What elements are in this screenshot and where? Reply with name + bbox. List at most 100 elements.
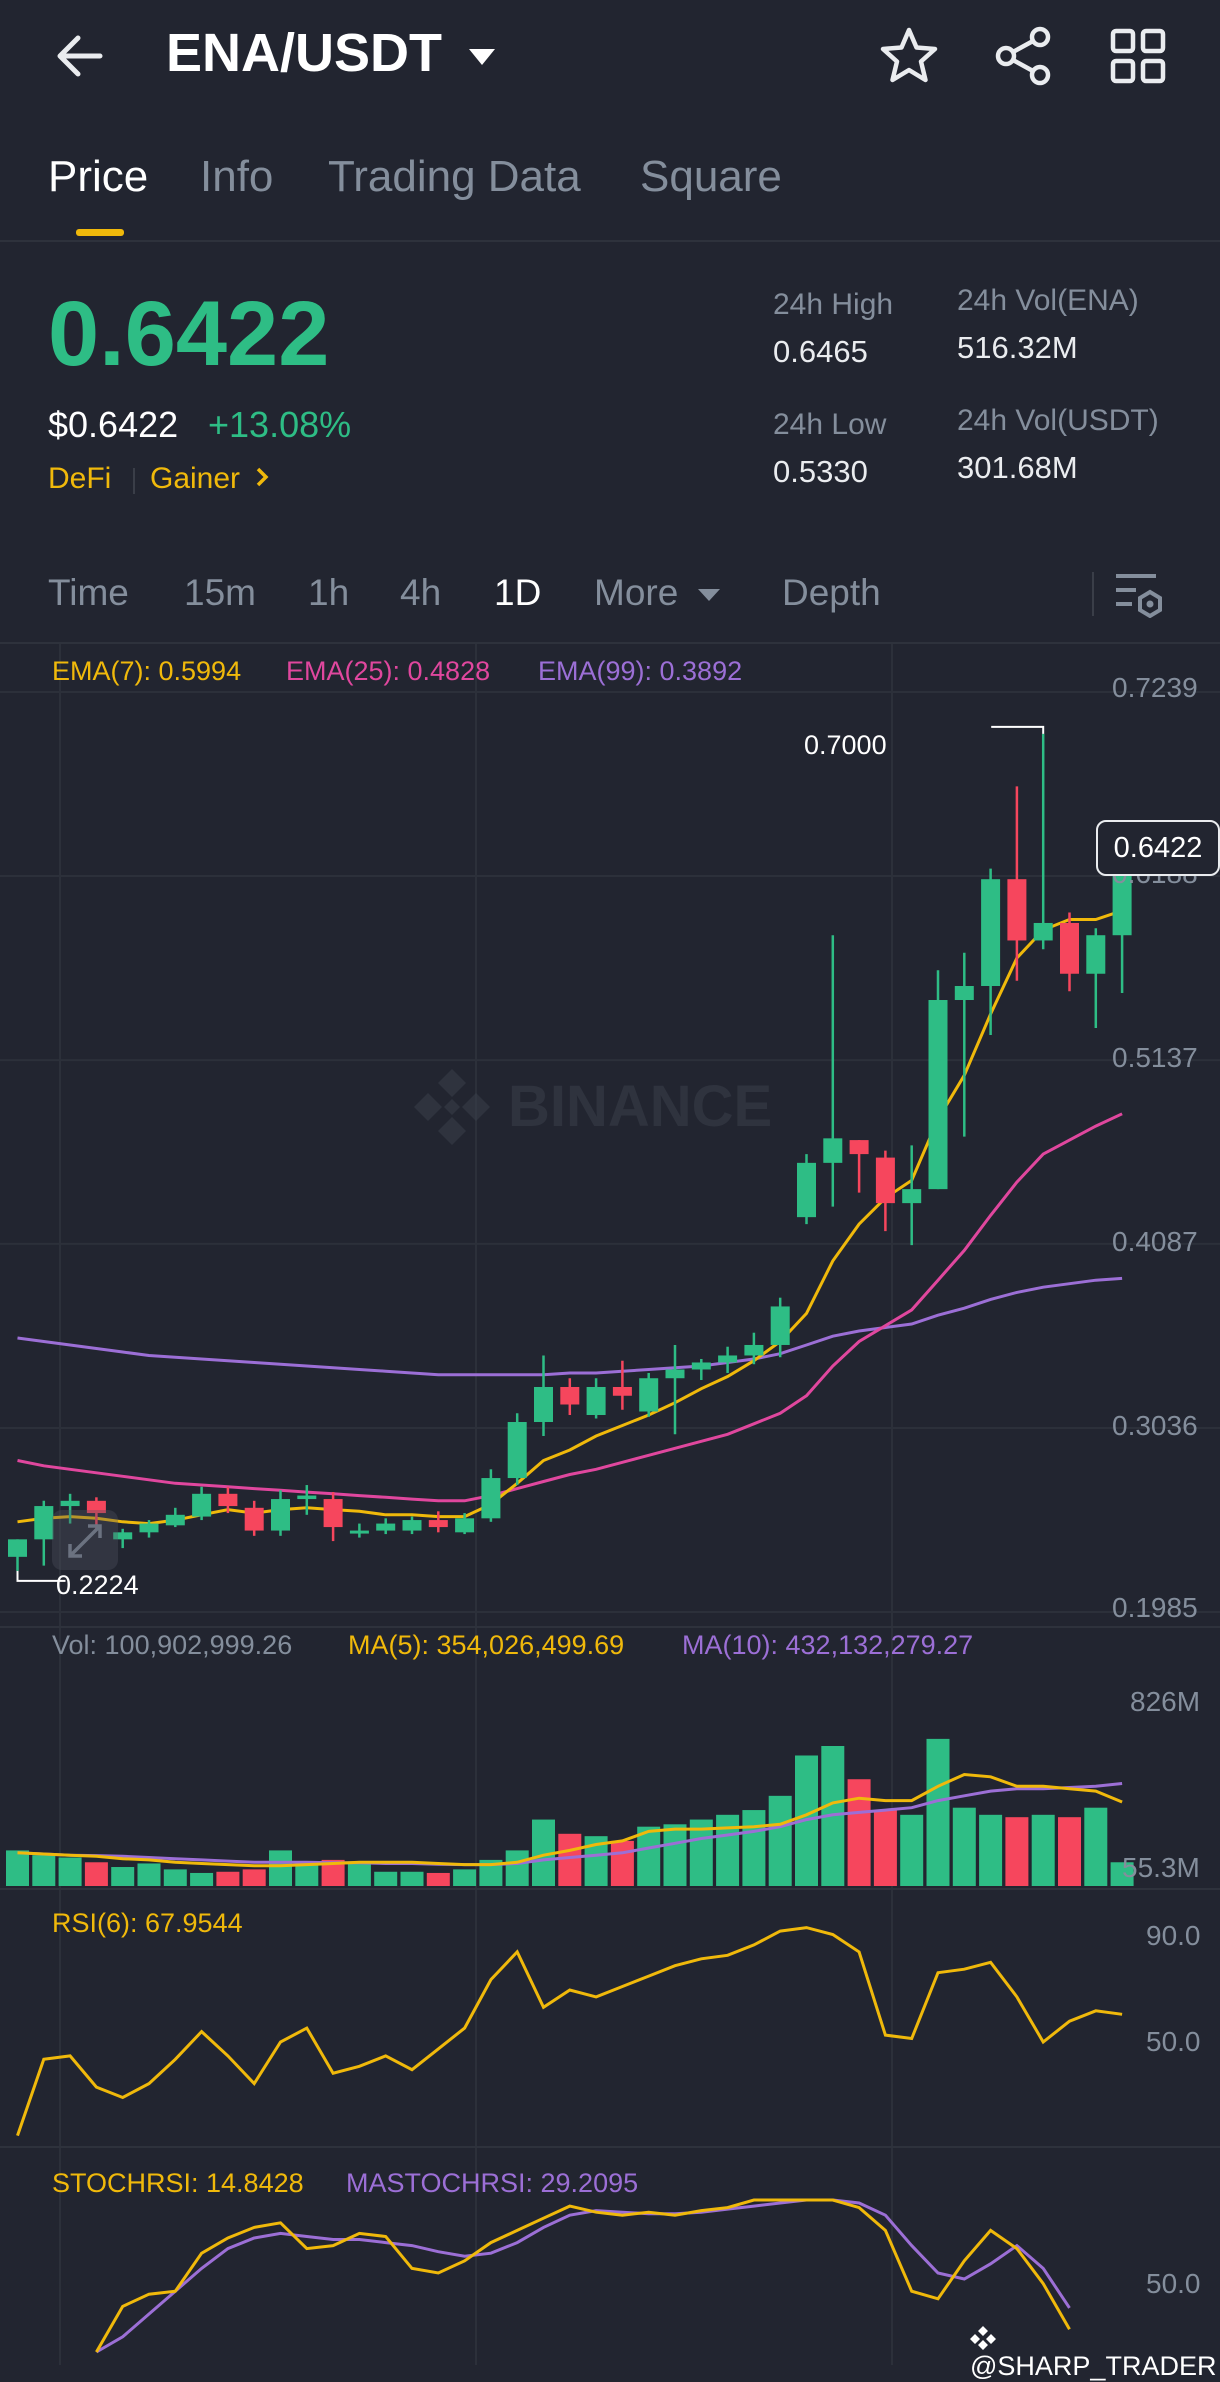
tf-1h[interactable]: 1h: [308, 572, 350, 613]
volume-bar: [1058, 1817, 1081, 1886]
credit-text: @SHARP_TRADER: [970, 2351, 1217, 2381]
tab-square[interactable]: Square: [640, 152, 782, 201]
candle-body: [1033, 922, 1053, 941]
stoch-divider: [0, 2146, 1220, 2148]
binance-small-icon: [970, 2325, 996, 2350]
candle-body: [1086, 935, 1106, 974]
ema99-legend: EMA(99): 0.3892: [538, 656, 743, 686]
candle-body: [770, 1306, 790, 1345]
candle-body: [481, 1478, 501, 1519]
volume-bar: [847, 1779, 871, 1886]
candle-body: [639, 1378, 659, 1412]
credit-watermark: @SHARP_TRADER: [970, 2320, 1220, 2382]
ma5-legend: MA(5): 354,026,499.69: [348, 1630, 625, 1660]
tf-bottom-divider: [0, 642, 1220, 644]
candle-body: [218, 1493, 238, 1507]
low-24h-label: 24h Low: [773, 408, 887, 441]
stoch-tick: 50.0: [1146, 2268, 1201, 2299]
rsi-divider: [0, 1888, 1220, 1890]
chart-settings-icon: [1116, 574, 1162, 619]
candle-body: [60, 1500, 80, 1507]
back-button[interactable]: [52, 30, 108, 82]
volume-bar: [610, 1840, 634, 1886]
tf-more[interactable]: More: [594, 572, 721, 614]
chart-settings-button[interactable]: [1112, 570, 1166, 623]
volume-bar: [768, 1795, 792, 1886]
volume-bar: [1110, 1862, 1134, 1886]
candle-body: [376, 1523, 396, 1531]
volume-bar: [269, 1850, 292, 1886]
candle-body: [823, 1138, 843, 1163]
tf-more-label: More: [594, 572, 679, 613]
favorite-button[interactable]: [878, 26, 940, 91]
volume-bar: [32, 1855, 56, 1886]
volume-bar: [400, 1871, 424, 1886]
layout-grid-button[interactable]: [1110, 28, 1166, 89]
vol-usdt-label: 24h Vol(USDT): [957, 404, 1159, 437]
volume-bars: [6, 1738, 1134, 1886]
tf-time[interactable]: Time: [48, 572, 129, 613]
volume-bar: [637, 1826, 661, 1886]
chart-svg[interactable]: BINANCE: [0, 644, 1220, 2365]
usd-price: $0.6422: [48, 404, 179, 445]
tab-price[interactable]: Price: [48, 152, 149, 201]
high-marker-line: [991, 725, 1045, 734]
caret-down-icon: [469, 48, 496, 65]
watermark-text: BINANCE: [508, 1074, 772, 1139]
pair-title: ENA/USDT: [166, 23, 443, 83]
tf-1d[interactable]: 1D: [494, 572, 542, 613]
volume-bar: [111, 1867, 135, 1886]
volume-bar: [190, 1872, 214, 1886]
candle-body: [323, 1499, 343, 1528]
candle-body: [507, 1422, 527, 1479]
candle-body: [402, 1520, 422, 1531]
tf-4h[interactable]: 4h: [400, 572, 442, 613]
candle-body: [586, 1386, 606, 1416]
pair-selector[interactable]: ENA/USDT: [166, 22, 497, 84]
volume-bar: [663, 1824, 687, 1886]
ma5-line: [17, 1772, 1123, 1868]
volume-bar: [584, 1836, 608, 1886]
candle-body: [534, 1386, 553, 1423]
tag-defi[interactable]: DeFi: [48, 462, 112, 495]
high-24h-value: 0.6465: [773, 334, 868, 369]
candle-body: [165, 1514, 185, 1526]
expand-icon: [68, 1524, 102, 1558]
candle-body: [139, 1523, 159, 1533]
low-marker-label: 0.2224: [56, 1570, 139, 1600]
candle-body: [718, 1355, 738, 1363]
volume-bar: [689, 1819, 713, 1886]
chevron-right-icon: [257, 467, 269, 487]
tf-divider: [1092, 572, 1094, 616]
candle-body: [981, 879, 1001, 987]
volume-bar: [926, 1738, 950, 1886]
tf-depth[interactable]: Depth: [782, 572, 881, 613]
low-24h-value: 0.5330: [773, 454, 868, 489]
volume-bar: [558, 1833, 582, 1886]
tag-gainer[interactable]: Gainer: [150, 462, 270, 496]
rsi-legend: RSI(6): 67.9544: [52, 1908, 243, 1938]
volume-bar: [952, 1807, 976, 1886]
candle-body: [612, 1386, 632, 1396]
volume-bar: [900, 1814, 924, 1886]
price-markers: [16, 725, 1132, 1582]
volume-bar: [84, 1862, 108, 1886]
expand-chart-button[interactable]: [52, 1510, 118, 1570]
share-button[interactable]: [994, 26, 1054, 91]
candle-body: [297, 1495, 317, 1500]
tabs-divider: [0, 240, 1220, 242]
high-24h-label: 24h High: [773, 288, 894, 321]
volume-bar: [873, 1810, 897, 1886]
candle-body: [875, 1157, 895, 1204]
caret-down-icon: [697, 589, 720, 602]
ma10-line: [17, 1782, 1123, 1867]
price-tick: 0.3036: [1112, 1410, 1198, 1441]
candle-body: [1060, 922, 1079, 974]
volume-bar: [6, 1850, 29, 1886]
tab-trading-data[interactable]: Trading Data: [328, 152, 581, 201]
tab-info[interactable]: Info: [200, 152, 274, 201]
tf-15m[interactable]: 15m: [184, 572, 256, 613]
price-tick: 0.7239: [1112, 672, 1198, 703]
candles: [8, 733, 1132, 1571]
volume-bar: [505, 1850, 529, 1886]
